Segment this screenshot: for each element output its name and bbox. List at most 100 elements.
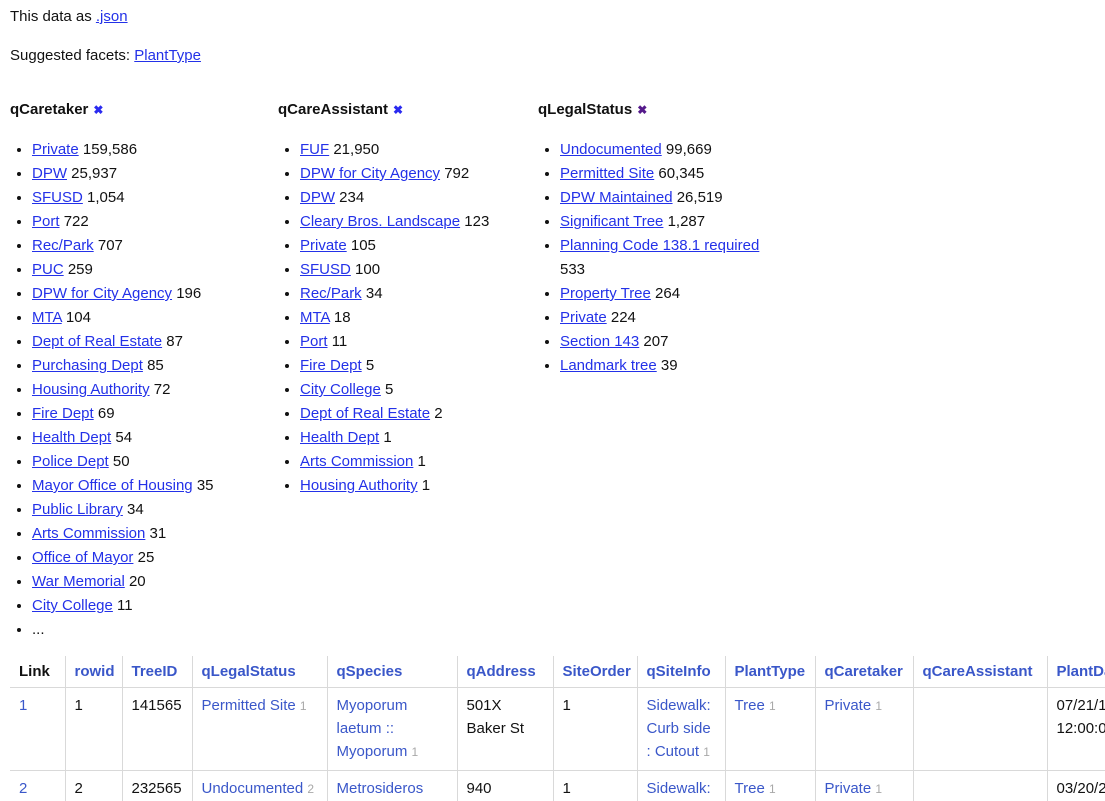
- facet-item: City College 5: [300, 378, 538, 402]
- facet-value-link[interactable]: DPW: [32, 165, 67, 182]
- facet-value-link[interactable]: DPW for City Agency: [32, 285, 173, 302]
- column-header-treeid: TreeID: [122, 656, 193, 688]
- facet-item: Private 159,586: [32, 138, 278, 162]
- sort-column-link[interactable]: PlantType: [734, 663, 806, 680]
- facet-value-link[interactable]: Housing Authority: [32, 381, 150, 398]
- facet-item: Dept of Real Estate 2: [300, 402, 538, 426]
- cell-value-link[interactable]: Permitted Site: [201, 697, 296, 714]
- column-header-qspecies: qSpecies: [327, 656, 458, 688]
- facet-value-count: 72: [153, 381, 171, 398]
- facet-value-link[interactable]: City College: [300, 381, 381, 398]
- facet-remove-icon[interactable]: ✖: [93, 103, 104, 117]
- sort-column-link[interactable]: qSiteInfo: [646, 663, 711, 680]
- table-row: 2 2 232565 Undocumented 2 Metrosideros excel…: [10, 770, 1105, 801]
- facet-value-link[interactable]: Section 143: [560, 333, 640, 350]
- facet-value-link[interactable]: Purchasing Dept: [32, 357, 143, 374]
- cell-value-link[interactable]: Tree: [734, 697, 765, 714]
- cell-value-link[interactable]: 1: [19, 697, 28, 714]
- facet-value-link[interactable]: Port: [32, 213, 60, 230]
- facet-value-link[interactable]: Dept of Real Estate: [300, 405, 431, 422]
- facet-value-link[interactable]: Private: [32, 141, 79, 158]
- facet-value-link[interactable]: Rec/Park: [32, 237, 94, 254]
- facet-value-link[interactable]: Mayor Office of Housing: [32, 477, 193, 494]
- cell-value-link[interactable]: Sidewalk: Curb side : Cutout: [646, 780, 711, 797]
- facet-value-link[interactable]: Health Dept: [32, 429, 112, 446]
- facet-value-link[interactable]: Port: [300, 333, 328, 350]
- cell-value-link[interactable]: Metrosideros excelsa :: New Zealand Xmas…: [336, 780, 424, 797]
- facet-value-link[interactable]: Fire Dept: [32, 405, 94, 422]
- facet-remove-icon[interactable]: ✖: [393, 103, 404, 117]
- sort-column-link[interactable]: SiteOrder: [562, 663, 631, 680]
- cell-value-link[interactable]: Myoporum laetum :: Myoporum: [336, 697, 408, 760]
- sort-column-link[interactable]: rowid: [74, 663, 115, 680]
- cell-value-link[interactable]: Undocumented: [201, 780, 304, 797]
- facet-value-link[interactable]: FUF: [300, 141, 330, 158]
- facet-value-link[interactable]: Private: [300, 237, 347, 254]
- facet-value-link[interactable]: Health Dept: [300, 429, 380, 446]
- facet-value-link[interactable]: Housing Authority: [300, 477, 418, 494]
- facet-value-link[interactable]: City College: [32, 597, 113, 614]
- facet-value-link[interactable]: War Memorial: [32, 573, 125, 590]
- facet-value-link[interactable]: DPW: [300, 189, 335, 206]
- cell-value-link[interactable]: Private: [824, 780, 872, 797]
- sort-column-link[interactable]: TreeID: [131, 663, 178, 680]
- cell-value-link[interactable]: Sidewalk: Curb side : Cutout: [646, 697, 711, 760]
- facet-value-link[interactable]: Dept of Real Estate: [32, 333, 163, 350]
- sort-column-link[interactable]: qCareAssistant: [922, 663, 1033, 680]
- facet-value-link[interactable]: Undocumented: [560, 141, 662, 158]
- facet-value-count: 1,287: [667, 213, 706, 230]
- facet-value-count: 264: [655, 285, 681, 302]
- facet-value-link[interactable]: SFUSD: [32, 189, 83, 206]
- facet-item: Property Tree 264: [560, 282, 770, 306]
- sort-column-link[interactable]: qAddress: [466, 663, 536, 680]
- cell-value-link[interactable]: 2: [19, 780, 28, 797]
- facet-value-list: FUF 21,950DPW for City Agency 792DPW 234…: [278, 138, 538, 498]
- sort-column-link[interactable]: qSpecies: [336, 663, 403, 680]
- facet-value-link[interactable]: MTA: [300, 309, 330, 326]
- facet-item: Port 722: [32, 210, 278, 234]
- facet-value-count: 69: [97, 405, 115, 422]
- facet-value-count: 707: [97, 237, 123, 254]
- facet-value-link[interactable]: Arts Commission: [300, 453, 414, 470]
- facet-value-count: 85: [147, 357, 164, 374]
- facet-value-link[interactable]: Rec/Park: [300, 285, 362, 302]
- cell-value-link[interactable]: Private: [824, 697, 872, 714]
- facet-value-link[interactable]: Police Dept: [32, 453, 109, 470]
- facet-value-link[interactable]: DPW Maintained: [560, 189, 673, 206]
- facet-value-link[interactable]: Private: [560, 309, 607, 326]
- facet-value-list: Undocumented 99,669Permitted Site 60,345…: [538, 138, 770, 378]
- suggested-facet-planttype-link[interactable]: PlantType: [134, 47, 201, 64]
- facet-value-link[interactable]: Public Library: [32, 501, 123, 518]
- facet-value-link[interactable]: SFUSD: [300, 261, 351, 278]
- column-header-siteorder: SiteOrder: [553, 656, 638, 688]
- facet-value-link[interactable]: PUC: [32, 261, 64, 278]
- facet-value-link[interactable]: Landmark tree: [560, 357, 657, 374]
- sort-column-link[interactable]: qCaretaker: [824, 663, 903, 680]
- facet-value-link[interactable]: Office of Mayor: [32, 549, 134, 566]
- facet-value-link[interactable]: DPW for City Agency: [300, 165, 441, 182]
- facet-value-link[interactable]: Planning Code 138.1 required: [560, 237, 760, 254]
- facet-value-link[interactable]: Permitted Site: [560, 165, 655, 182]
- facet-value-link[interactable]: Arts Commission: [32, 525, 146, 542]
- facet-value-link[interactable]: MTA: [32, 309, 62, 326]
- facet-item: DPW 25,937: [32, 162, 278, 186]
- cell-value-link[interactable]: Tree: [734, 780, 765, 797]
- facet-remove-icon[interactable]: ✖: [637, 103, 648, 117]
- sort-column-link[interactable]: qLegalStatus: [201, 663, 296, 680]
- cell-treeid: 141565: [122, 687, 193, 771]
- facet-value-count: 1: [417, 453, 426, 470]
- column-header-rowid: rowid: [65, 656, 123, 688]
- facet-item: Fire Dept 69: [32, 402, 278, 426]
- facet-value-link[interactable]: Fire Dept: [300, 357, 362, 374]
- facet-value-count: 123: [464, 213, 490, 230]
- cell-facet-count: 1: [768, 699, 776, 713]
- facet-value-count: 1: [383, 429, 392, 446]
- cell-facet-count: 1: [875, 782, 883, 796]
- facet-value-link[interactable]: Significant Tree: [560, 213, 664, 230]
- column-header-planttype: PlantType: [725, 656, 816, 688]
- facet-value-link[interactable]: Cleary Bros. Landscape: [300, 213, 461, 230]
- sort-column-link[interactable]: PlantDate: [1056, 663, 1105, 680]
- column-header-qcareassistant: qCareAssistant: [913, 656, 1048, 688]
- json-link[interactable]: .json: [95, 8, 128, 25]
- facet-value-link[interactable]: Property Tree: [560, 285, 651, 302]
